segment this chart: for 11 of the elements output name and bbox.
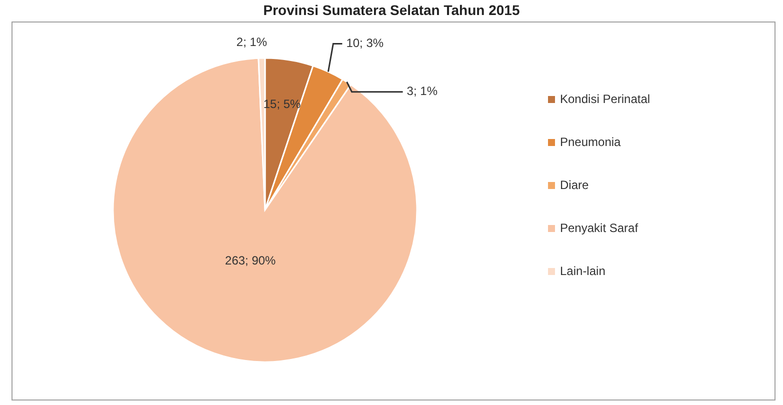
data-label: 2; 1% [236,35,268,49]
chart-title: Provinsi Sumatera Selatan Tahun 2015 [263,2,520,18]
legend-label: Pneumonia [560,135,622,150]
legend-label: Kondisi Perinatal [560,92,650,106]
legend-label: Diare [560,178,589,192]
data-label: 3; 1% [406,84,438,98]
data-label: 10; 3% [346,36,384,50]
pie-slice [112,57,418,363]
legend-label: Lain-lain [560,264,606,278]
data-label: 263; 90% [225,253,276,268]
legend-label: Penyakit Saraf [560,221,639,236]
